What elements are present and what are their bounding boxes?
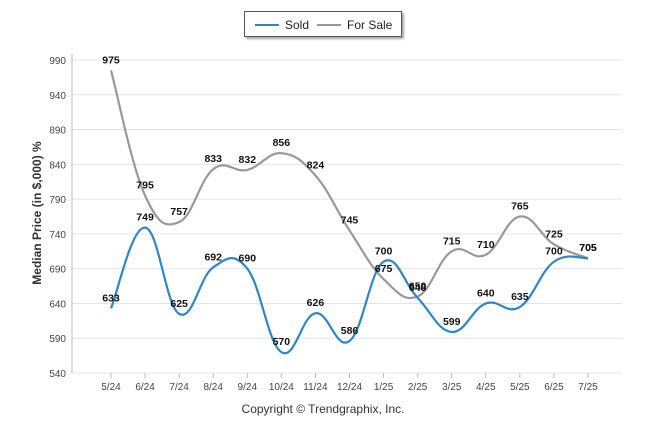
data-label-for-sale: 710 [477,239,495,251]
y-tick-label: 890 [49,126,66,137]
x-tick-label: 11/24 [303,382,328,393]
x-tick-label: 2/25 [408,382,428,393]
data-label-sold: 635 [511,291,529,303]
data-label-sold: 690 [239,253,257,265]
data-label-sold: 633 [102,292,120,304]
x-tick-label: 6/24 [135,382,155,393]
data-label-sold: 700 [545,246,563,258]
y-tick-label: 940 [49,91,66,102]
data-label-sold: 626 [307,297,325,309]
y-tick-label: 840 [49,160,66,171]
x-tick-label: 12/24 [337,382,362,393]
y-tick-label: 690 [49,265,66,276]
x-tick-label: 5/24 [101,382,121,393]
y-tick-label: 640 [49,299,66,310]
data-label-for-sale: 650 [409,280,427,292]
data-label-for-sale: 725 [545,228,563,240]
data-label-sold: 599 [443,316,461,328]
data-label-sold: 648 [409,282,427,294]
y-tick-label: 590 [49,334,66,345]
series-line-for-sale [109,70,589,300]
data-label-for-sale: 795 [136,180,154,192]
x-tick-label: 7/25 [578,382,598,393]
grid-lines [71,54,622,374]
legend-item-sold[interactable]: Sold [255,17,309,33]
data-label-sold: 570 [273,336,291,348]
legend: Sold For Sale [244,11,402,37]
data-label-sold: 640 [477,287,495,299]
data-label-sold: 700 [375,246,393,258]
x-tick-label: 10/24 [269,382,294,393]
data-label-sold: 692 [204,251,222,263]
y-tick-label: 990 [49,56,66,67]
data-label-for-sale: 824 [307,159,325,171]
data-labels: 975 795 757 833 832 856 824 745 675 650 715 710 765 7… [102,54,597,348]
x-tick-label: 3/25 [442,382,462,393]
data-label-for-sale: 715 [443,235,461,247]
data-label-sold: 625 [170,298,188,310]
data-label-for-sale: 705 [579,242,597,254]
series-lines [109,70,589,355]
copyright-credit: Copyright © Trendgraphix, Inc. [241,402,405,416]
x-tick-label: 4/25 [476,382,496,393]
x-tick-label: 6/25 [544,382,564,393]
x-tick-label: 8/24 [203,382,223,393]
legend-item-for-sale[interactable]: For Sale [317,17,392,33]
legend-label-for-sale: For Sale [347,18,393,32]
y-tick-label: 790 [49,195,66,206]
series-line-sold [109,226,589,355]
y-tick-label: 540 [49,369,66,380]
data-label-sold: 749 [136,212,154,224]
x-tick-label: 7/24 [169,382,189,393]
y-axis-label: Median Price (in $,000) % [30,141,44,285]
y-tick-label: 740 [49,230,66,241]
data-label-for-sale: 765 [511,201,529,213]
data-label-for-sale: 675 [375,263,393,275]
data-label-for-sale: 832 [239,154,257,166]
x-tick-label: 9/24 [238,382,258,393]
data-label-for-sale: 975 [102,54,120,66]
data-label-sold: 586 [341,325,359,337]
x-tick-label: 1/25 [374,382,394,393]
x-tick-label: 5/25 [510,382,530,393]
legend-label-sold: Sold [285,18,310,32]
data-label-for-sale: 833 [204,153,222,165]
x-axis-ticks: 5/24 6/24 7/24 8/24 9/24 10/24 11/24 12/24 1/25 2… [101,373,598,393]
legend-swatch-for-sale [317,24,341,26]
legend-swatch-sold [255,24,279,26]
data-label-for-sale: 745 [341,214,359,226]
data-label-sold: 705 [579,242,597,254]
data-label-for-sale: 757 [170,206,188,218]
data-label-for-sale: 856 [273,137,291,149]
y-axis-ticks: 540 590 640 690 740 790 840 890 940 990 [49,56,66,380]
